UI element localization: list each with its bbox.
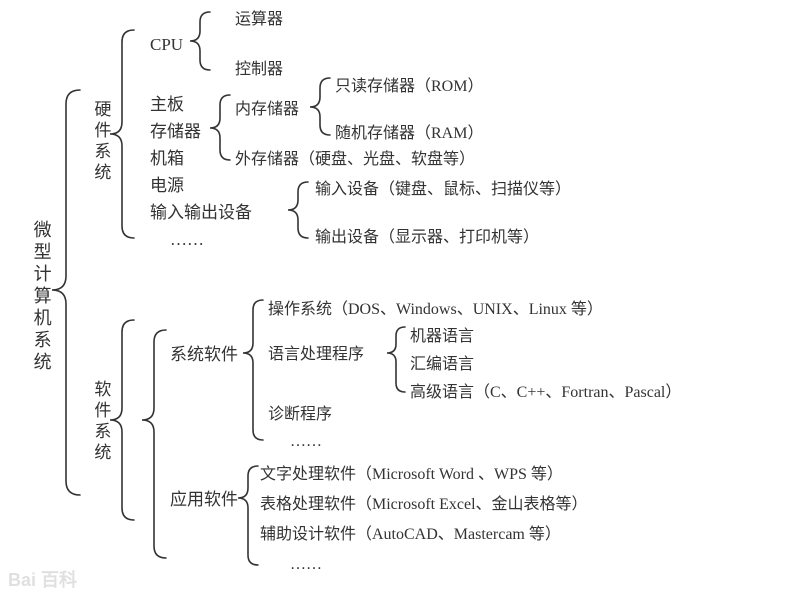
- app-excel: 表格处理软件（Microsoft Excel、金山表格等）: [260, 495, 588, 514]
- hardware-title: 硬件系统: [90, 100, 110, 184]
- brace: [210, 95, 230, 160]
- lang-assembly: 汇编语言: [410, 355, 474, 374]
- brace: [52, 90, 80, 495]
- sys-lang: 语言处理程序: [268, 345, 364, 364]
- lang-machine: 机器语言: [410, 327, 474, 346]
- system-software-title: 系统软件: [170, 345, 238, 365]
- root-label: 微型计算机系统: [30, 220, 52, 374]
- brace: [238, 466, 258, 565]
- app-software-title: 应用软件: [170, 490, 238, 510]
- brace: [110, 320, 134, 520]
- brace: [310, 78, 330, 135]
- sys-os: 操作系统（DOS、Windows、UNIX、Linux 等）: [268, 300, 603, 319]
- sys-ellipsis: ……: [290, 432, 322, 451]
- cpu-alu: 运算器: [235, 10, 283, 29]
- hw-item-cpu: CPU: [150, 35, 183, 55]
- storage-external: 外存储器（硬盘、光盘、软盘等）: [235, 150, 475, 169]
- brace: [110, 30, 134, 238]
- io-input: 输入设备（键盘、鼠标、扫描仪等）: [315, 180, 571, 199]
- sys-diag: 诊断程序: [268, 405, 332, 424]
- brace: [387, 327, 405, 392]
- io-output: 输出设备（显示器、打印机等）: [315, 228, 539, 247]
- hw-item-io: 输入输出设备: [150, 203, 252, 223]
- brace: [190, 12, 210, 70]
- app-cad: 辅助设计软件（AutoCAD、Mastercam 等）: [260, 525, 561, 544]
- watermark: Bai 百科: [8, 566, 77, 592]
- lang-high: 高级语言（C、C++、Fortran、Pascal）: [410, 383, 681, 402]
- software-title: 软件系统: [90, 380, 110, 464]
- brace: [142, 330, 166, 558]
- mem-rom: 只读存储器（ROM）: [335, 77, 483, 96]
- hw-item-case: 机箱: [150, 149, 184, 169]
- brace: [243, 300, 263, 440]
- hw-item-power: 电源: [150, 176, 184, 196]
- brace: [288, 182, 308, 238]
- app-ellipsis: ……: [290, 555, 322, 574]
- storage-internal: 内存储器: [235, 100, 299, 119]
- mem-ram: 随机存储器（RAM）: [335, 124, 483, 143]
- cpu-ctrl: 控制器: [235, 60, 283, 79]
- hw-item-storage: 存储器: [150, 122, 201, 142]
- app-word: 文字处理软件（Microsoft Word 、WPS 等）: [260, 465, 563, 484]
- hw-item-mainboard: 主板: [150, 95, 184, 115]
- hw-item-ellipsis: ……: [170, 230, 204, 250]
